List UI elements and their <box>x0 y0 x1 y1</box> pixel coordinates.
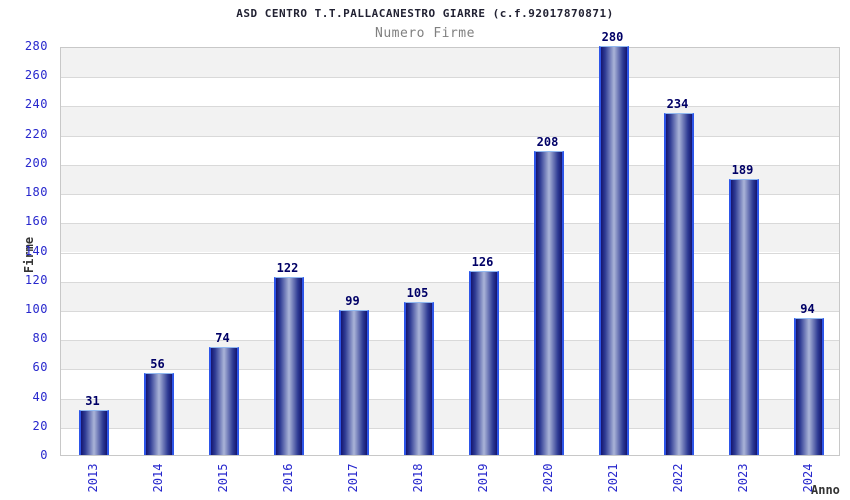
gridline <box>61 164 839 166</box>
bar-value-label: 31 <box>85 393 100 408</box>
grid-band <box>61 398 839 428</box>
y-tick-label: 240 <box>24 97 48 112</box>
gridline <box>61 135 839 137</box>
y-tick-label: 0 <box>40 448 48 462</box>
x-tick-label: 2016 <box>280 463 295 493</box>
gridline <box>61 106 839 108</box>
gridline <box>61 281 839 283</box>
grid-band <box>61 164 839 195</box>
x-tick-label: 2017 <box>345 463 360 493</box>
bar-2015 <box>208 347 239 455</box>
bar-2022 <box>663 113 694 455</box>
gridline <box>61 252 839 254</box>
bar-2016 <box>273 277 304 455</box>
x-axis-label: Anno <box>811 483 840 497</box>
grid-band <box>61 48 839 78</box>
y-tick-label: 200 <box>24 155 48 170</box>
y-tick-label: 60 <box>32 360 48 375</box>
chart-title: ASD CENTRO T.T.PALLACANESTRO GIARRE (c.f… <box>236 7 614 20</box>
y-tick-label: 80 <box>32 331 48 346</box>
grid-band <box>61 106 839 136</box>
y-tick-label: 100 <box>24 301 48 316</box>
bar-value-label: 208 <box>536 135 559 150</box>
bar-value-label: 105 <box>406 285 429 300</box>
y-tick-label: 140 <box>24 243 48 258</box>
bar-2014 <box>143 373 174 455</box>
gridline <box>61 194 839 196</box>
y-tick-label: 120 <box>24 272 48 287</box>
chart-subtitle: Numero Firme <box>375 26 475 41</box>
bar-value-label: 74 <box>215 330 230 345</box>
bar-2021 <box>598 46 629 455</box>
x-tick-label: 2022 <box>670 463 685 493</box>
y-tick-label: 280 <box>24 39 48 53</box>
gridline <box>61 340 839 342</box>
gridline <box>61 77 839 79</box>
x-tick-label: 2021 <box>605 463 620 493</box>
bar-value-label: 94 <box>800 301 815 316</box>
y-tick-label: 160 <box>24 214 48 229</box>
x-tick-label: 2019 <box>475 463 490 493</box>
x-tick-label: 2015 <box>215 463 230 493</box>
bar-2018 <box>403 302 434 455</box>
bar-value-label: 122 <box>276 260 299 275</box>
x-tick-label: 2023 <box>735 463 750 493</box>
bar-value-label: 56 <box>150 357 165 372</box>
bar-2019 <box>468 271 499 455</box>
bar-value-label: 126 <box>471 254 494 269</box>
bar-2024 <box>793 318 824 455</box>
y-tick-label: 20 <box>32 418 48 433</box>
bar-2023 <box>728 179 759 455</box>
x-tick-label: 2014 <box>150 463 165 493</box>
bar-2020 <box>533 151 564 455</box>
grid-band <box>61 223 839 253</box>
gridline <box>61 427 839 429</box>
x-tick-label: 2018 <box>410 463 425 493</box>
grid-band <box>61 281 839 311</box>
gridline <box>61 369 839 371</box>
bar-value-label: 234 <box>666 97 689 112</box>
grid-band <box>61 340 839 370</box>
plot-area <box>60 46 840 456</box>
bar-2013 <box>78 410 109 455</box>
y-tick-label: 220 <box>24 126 48 141</box>
gridline <box>61 310 839 312</box>
bar-value-label: 99 <box>345 294 360 309</box>
x-tick-label: 2013 <box>85 463 100 493</box>
bar-value-label: 280 <box>601 30 624 44</box>
x-tick-label: 2020 <box>540 463 555 493</box>
gridline <box>61 398 839 400</box>
bar-2017 <box>338 310 369 455</box>
y-tick-label: 40 <box>32 389 48 404</box>
gridline <box>61 223 839 225</box>
y-tick-label: 260 <box>24 68 48 83</box>
bar-value-label: 189 <box>731 162 754 177</box>
y-tick-label: 180 <box>24 185 48 200</box>
